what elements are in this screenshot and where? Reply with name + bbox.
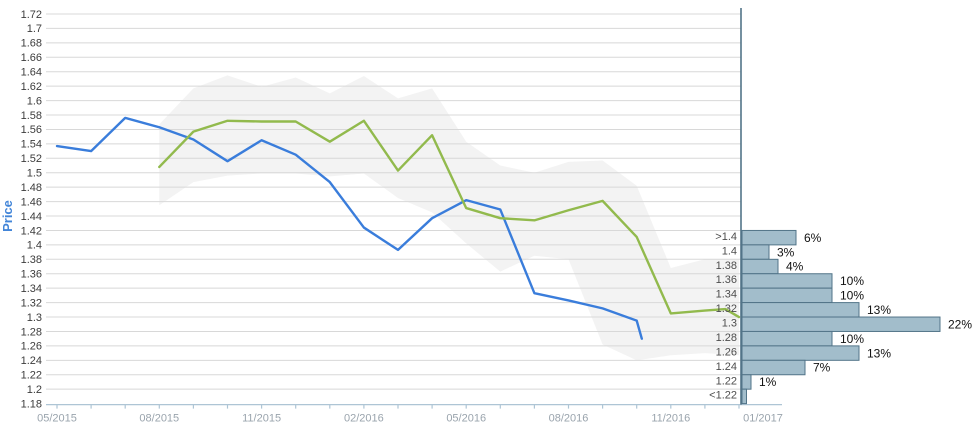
y-tick-label: 1.48 [21, 182, 42, 194]
histogram-bar-value: 10% [840, 274, 864, 288]
histogram-bar-value: 7% [813, 361, 831, 375]
bin-boundary-label: >1.4 [715, 231, 737, 243]
y-tick-label: 1.4 [27, 240, 42, 252]
histogram-bar[interactable] [741, 316, 941, 332]
y-tick-label: 1.6 [27, 95, 42, 107]
y-tick-label: 1.56 [21, 124, 42, 136]
x-tick-label: 02/2016 [344, 413, 384, 425]
x-tick-label: 05/2015 [37, 413, 77, 425]
y-tick-label: 1.7 [27, 23, 42, 35]
y-tick-label: 1.5 [27, 168, 42, 180]
x-tick-label: 05/2016 [446, 413, 486, 425]
histogram-bar-value: 3% [777, 245, 795, 259]
histogram-bar-value: 6% [804, 231, 822, 245]
histogram-bar-value: 10% [840, 289, 864, 303]
y-tick-label: 1.46 [21, 196, 42, 208]
y-tick-label: 1.54 [21, 139, 42, 151]
y-tick-label: 1.44 [21, 211, 42, 223]
x-axis [46, 404, 782, 409]
y-tick-label: 1.64 [21, 67, 42, 79]
histogram-bar-value: 13% [867, 346, 891, 360]
bin-boundary-label: <1.22 [709, 390, 737, 402]
y-tick-label: 1.58 [21, 110, 42, 122]
y-tick-label: 1.36 [21, 269, 42, 281]
y-tick-label: 1.38 [21, 254, 42, 266]
x-tick-label: 01/2017 [743, 413, 783, 425]
histogram-bar-value: 22% [948, 317, 972, 331]
x-tick-label: 11/2015 [242, 413, 281, 425]
y-tick-label: 1.26 [21, 341, 42, 353]
histogram-bar-value: 4% [786, 260, 804, 274]
y-tick-label: 1.52 [21, 153, 42, 165]
forecast-mean-line[interactable] [158, 119, 741, 319]
x-axis-labels: 05/2015 08/2015 11/2015 02/2016 05/2016 08/20… [37, 413, 783, 425]
actual-price-line[interactable] [55, 116, 644, 340]
bin-boundary-label: 1.34 [716, 289, 737, 301]
histogram-bar[interactable] [741, 287, 833, 304]
histogram-bar[interactable] [741, 273, 833, 289]
bin-boundary-label: 1.32 [716, 303, 737, 315]
y-tick-label: 1.32 [21, 297, 42, 309]
y-tick-label: 1.68 [21, 38, 42, 50]
histogram-bar[interactable] [741, 330, 833, 347]
histogram-bar[interactable] [741, 258, 779, 275]
histogram-bar-value: 10% [840, 332, 864, 346]
histogram-bar[interactable] [741, 345, 860, 361]
histogram-bar[interactable] [741, 302, 860, 318]
y-tick-label: 1.42 [21, 225, 42, 237]
forecast-range-band [159, 75, 740, 361]
bin-boundary-label: 1.28 [716, 332, 737, 344]
histogram-bar[interactable] [741, 244, 770, 260]
y-tick-label: 1.72 [21, 9, 42, 21]
chart-root: 6%3%4%10%10%13%22%10%13%7%1%1.721.71.681… [21, 8, 972, 425]
bin-boundary-label: 1.4 [722, 245, 737, 257]
histogram-bar-value: 13% [867, 303, 891, 317]
histogram-bar-value: 1% [759, 375, 777, 389]
bin-boundary-label: 1.26 [716, 346, 737, 358]
y-tick-label: 1.34 [21, 283, 42, 295]
y-tick-label: 1.62 [21, 81, 42, 93]
histogram-bar[interactable] [741, 229, 797, 246]
x-tick-label: 08/2015 [139, 413, 179, 425]
histogram-bar[interactable] [741, 388, 747, 405]
x-tick-label: 08/2016 [549, 413, 589, 425]
histogram-bin-labels: >1.4 1.4 1.38 1.36 1.34 1.32 1.3 1.28 1.26 1.24 1.… [709, 231, 737, 402]
y-axis-title: Price [0, 200, 15, 232]
histogram-bar[interactable] [741, 359, 806, 376]
bin-boundary-label: 1.38 [716, 260, 737, 272]
y-tick-label: 1.3 [27, 312, 42, 324]
y-tick-label: 1.18 [21, 398, 42, 410]
y-tick-label: 1.22 [21, 370, 42, 382]
x-tick-label: 11/2016 [651, 413, 690, 425]
bin-boundary-label: 1.36 [716, 274, 737, 286]
histogram-bar[interactable] [741, 374, 752, 390]
y-tick-label: 1.28 [21, 326, 42, 338]
y-tick-label: 1.2 [27, 384, 42, 396]
bin-boundary-label: 1.3 [722, 318, 737, 330]
bin-boundary-label: 1.24 [716, 361, 737, 373]
bin-boundary-label: 1.22 [716, 375, 737, 387]
y-axis-labels: 1.72 1.7 1.68 1.66 1.64 1.62 1.6 1.58 1.56 1.54 1.… [21, 9, 42, 411]
y-tick-label: 1.24 [21, 355, 42, 367]
y-tick-label: 1.66 [21, 52, 42, 64]
histogram-bars: 6%3%4%10%10%13%22%10%13%7%1% [741, 229, 972, 405]
